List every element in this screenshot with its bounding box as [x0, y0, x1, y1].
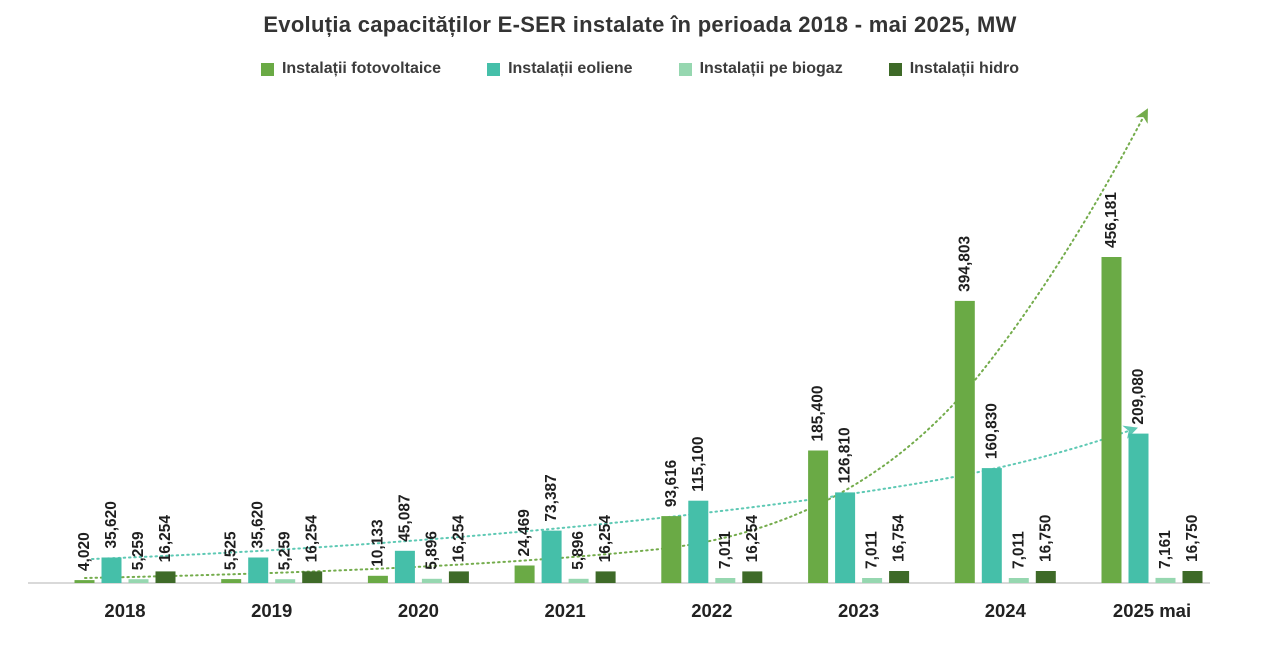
bar-eoliene-2021 [541, 530, 562, 583]
bar-hidro-2022 [742, 571, 763, 583]
value-label-hidro-2018: 16,254 [157, 515, 174, 563]
value-label-biogaz-2023: 7,011 [864, 531, 881, 569]
value-label-hidro-2020: 16,254 [450, 515, 467, 563]
legend-label-biogaz: Instalații pe biogaz [699, 60, 843, 77]
value-label-biogaz-2021: 5,896 [570, 531, 587, 570]
value-label-eoliene-2024: 160,830 [983, 403, 1000, 459]
legend-item-biogaz: Instalații pe biogaz [678, 60, 843, 78]
bar-biogaz-2021 [568, 578, 589, 583]
bar-biogaz-2018 [128, 579, 149, 583]
trend-line-fotovoltaice [84, 108, 1148, 579]
legend-label-fotovoltaice: Instalații fotovoltaice [281, 60, 442, 77]
value-label-hidro-2021: 16,254 [597, 515, 614, 563]
value-label-hidro-2023: 16,754 [891, 514, 908, 562]
value-label-hidro-2024: 16,750 [1037, 515, 1054, 562]
legend-label-hidro: Instalații hidro [909, 60, 1020, 77]
bar-eoliene-2023 [835, 492, 856, 583]
bar-hidro-2023 [889, 571, 910, 583]
legend-item-fotovoltaice: Instalații fotovoltaice [260, 60, 442, 78]
value-label-hidro-2025-mai: 16,750 [1184, 515, 1201, 562]
bar-fotovoltaice-2018 [74, 580, 95, 583]
value-label-eoliene-2022: 115,100 [690, 437, 707, 492]
value-label-hidro-2019: 16,254 [304, 515, 321, 563]
x-axis-label-2025-mai: 2025 mai [1113, 600, 1191, 621]
legend-swatch-hidro-icon [888, 62, 902, 76]
x-axis-label-2018: 2018 [104, 600, 145, 621]
bar-hidro-2025-mai [1182, 571, 1203, 583]
value-label-eoliene-2025-mai: 209,080 [1130, 369, 1147, 425]
bar-fotovoltaice-2024 [954, 300, 975, 583]
legend-item-hidro: Instalații hidro [888, 60, 1020, 78]
value-label-biogaz-2020: 5,896 [423, 531, 440, 570]
bar-biogaz-2024 [1008, 578, 1029, 583]
bar-biogaz-2022 [715, 578, 736, 583]
value-label-eoliene-2018: 35,620 [103, 501, 120, 548]
chart-title: Evoluția capacităților E-SER instalate î… [263, 12, 1017, 37]
legend-swatch-fotovoltaice-icon [260, 62, 274, 76]
bar-biogaz-2019 [275, 579, 296, 583]
bar-hidro-2019 [302, 571, 323, 583]
x-axis-label-2024: 2024 [985, 600, 1027, 621]
value-label-fotovoltaice-2022: 93,616 [663, 459, 680, 507]
bar-fotovoltaice-2025-mai [1101, 257, 1122, 583]
value-label-fotovoltaice-2020: 10,133 [369, 519, 386, 567]
legend: Instalații fotovoltaice Instalații eolie… [0, 60, 1280, 78]
legend-swatch-biogaz-icon [678, 62, 692, 76]
value-label-fotovoltaice-2018: 4,020 [76, 532, 93, 571]
value-label-biogaz-2019: 5,259 [277, 531, 294, 570]
bar-biogaz-2025-mai [1155, 577, 1176, 583]
legend-swatch-eoliene-icon [487, 62, 501, 76]
value-label-fotovoltaice-2025-mai: 456,181 [1103, 192, 1120, 248]
value-label-biogaz-2018: 5,259 [130, 531, 147, 570]
bar-fotovoltaice-2022 [661, 516, 682, 583]
legend-item-eoliene: Instalații eoliene [487, 60, 633, 78]
x-axis-label-2023: 2023 [838, 600, 879, 621]
bar-biogaz-2023 [862, 578, 883, 583]
x-axis-label-2020: 2020 [398, 600, 439, 621]
bar-eoliene-2024 [981, 468, 1002, 583]
value-label-biogaz-2025-mai: 7,161 [1157, 530, 1174, 569]
value-label-eoliene-2019: 35,620 [250, 501, 267, 548]
value-label-fotovoltaice-2024: 394,803 [956, 235, 973, 291]
value-label-fotovoltaice-2019: 5,525 [223, 531, 240, 570]
value-label-fotovoltaice-2021: 24,469 [516, 509, 533, 557]
value-label-fotovoltaice-2023: 185,400 [810, 385, 827, 441]
bar-eoliene-2019 [248, 557, 269, 583]
bar-hidro-2024 [1035, 571, 1056, 583]
bar-eoliene-2020 [394, 550, 415, 583]
value-label-hidro-2022: 16,254 [744, 515, 761, 563]
x-axis-label-2022: 2022 [691, 600, 732, 621]
bar-eoliene-2018 [101, 557, 122, 583]
value-label-eoliene-2020: 45,087 [396, 494, 413, 541]
bar-fotovoltaice-2023 [808, 450, 829, 583]
trend-line-eoliene [91, 425, 1138, 560]
x-axis-label-2019: 2019 [251, 600, 292, 621]
value-label-biogaz-2024: 7,011 [1010, 531, 1027, 569]
bar-fotovoltaice-2019 [221, 579, 242, 583]
bar-fotovoltaice-2020 [367, 575, 388, 583]
bar-hidro-2018 [155, 571, 176, 583]
value-label-eoliene-2023: 126,810 [837, 427, 854, 483]
bar-eoliene-2025-mai [1128, 433, 1149, 583]
value-label-eoliene-2021: 73,387 [543, 474, 560, 521]
bar-biogaz-2020 [421, 578, 442, 583]
bar-hidro-2020 [448, 571, 469, 583]
bar-hidro-2021 [595, 571, 616, 583]
x-axis-label-2021: 2021 [545, 600, 586, 621]
bar-eoliene-2022 [688, 500, 709, 583]
value-label-biogaz-2022: 7,011 [717, 531, 734, 569]
bar-fotovoltaice-2021 [514, 565, 535, 583]
legend-label-eoliene: Instalații eoliene [508, 60, 633, 77]
